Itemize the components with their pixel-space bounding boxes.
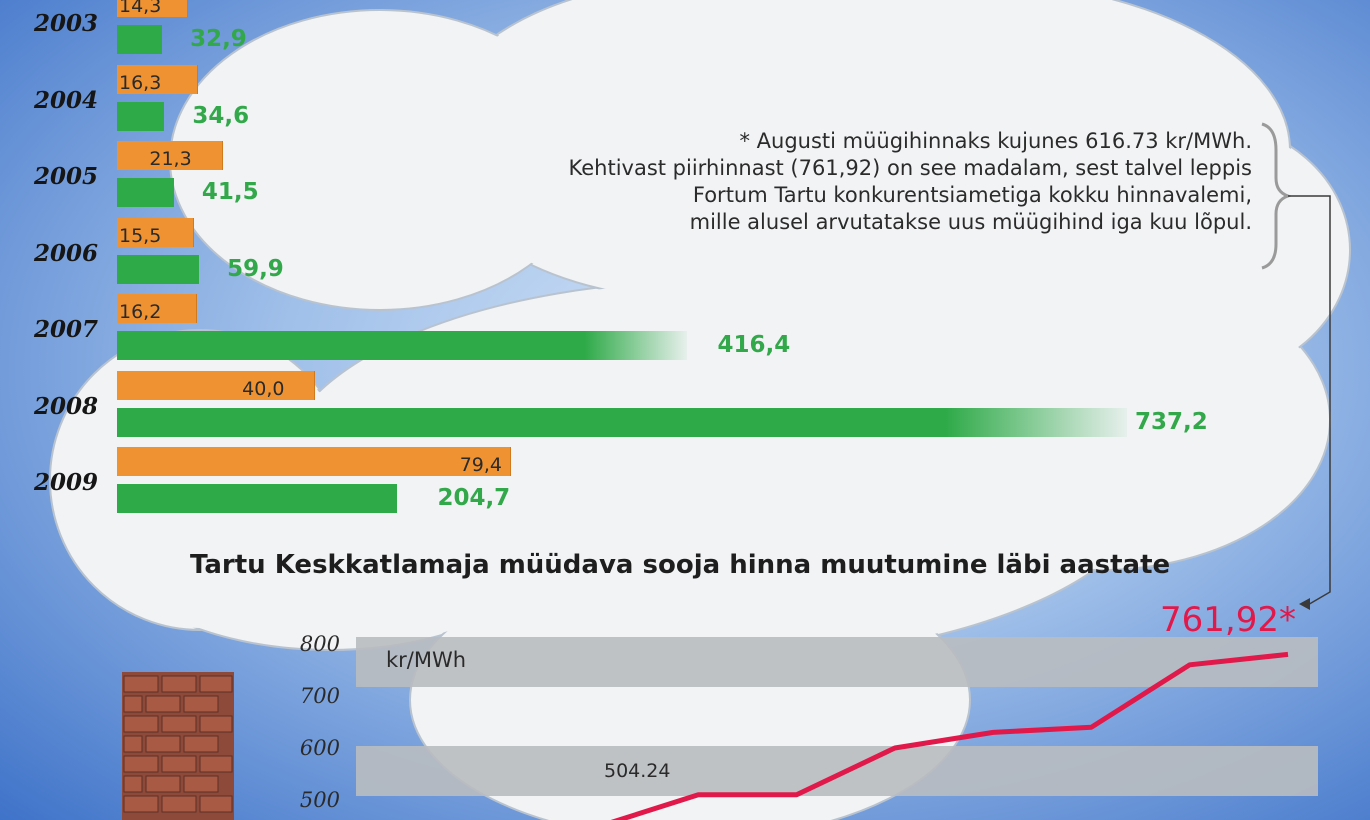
green-bar-label: 416,4 (717, 332, 791, 358)
footnote: * Augusti müügihinnaks kujunes 616.73 kr… (432, 128, 1252, 236)
green-bar (117, 178, 174, 207)
price-series-line (610, 651, 1289, 820)
year-label: 2009 (34, 469, 99, 496)
chimney-illustration (122, 672, 234, 820)
green-bar-label: 34,6 (192, 102, 250, 129)
grid-band (356, 637, 1318, 687)
footnote-line: Kehtivast piirhinnast (761,92) on see ma… (568, 156, 1252, 180)
data-label: 504.24 (604, 760, 671, 782)
orange-bar: 16,2 (117, 294, 198, 323)
footnote-line: mille alusel arvutatakse uus müügihind i… (689, 210, 1252, 234)
orange-bar: 15,5 (117, 217, 194, 247)
orange-bar: 16,3 (117, 64, 198, 94)
green-bar-label: 32,9 (190, 26, 247, 52)
footnote-line: Fortum Tartu konkurentsiametiga kokku hi… (692, 183, 1252, 207)
green-bar-label: 737,2 (1135, 408, 1208, 435)
orange-bar-label: 14,3 (119, 0, 162, 17)
orange-bar-label: 16,2 (119, 301, 162, 323)
year-label: 2003 (34, 10, 99, 37)
line-chart-title: Tartu Keskkatlamaja müüdava sooja hinna … (190, 550, 1171, 580)
orange-bar-label: 16,3 (119, 71, 162, 94)
green-bar (117, 331, 688, 360)
orange-bar: 79,4 (117, 447, 511, 476)
orange-bar-label: 79,4 (459, 454, 502, 476)
year-label: 2007 (34, 316, 99, 343)
orange-bar-label: 40,0 (242, 377, 285, 400)
year-label: 2006 (34, 239, 99, 267)
orange-bar-label: 21,3 (149, 148, 192, 170)
orange-bar: 40,0 (117, 370, 316, 400)
green-bar (117, 407, 1127, 437)
year-label: 2005 (34, 163, 99, 190)
y-tick-label: 800 (299, 632, 340, 656)
y-tick-label: 700 (299, 684, 340, 708)
footnote-line: * Augusti müügihinnaks kujunes 616.73 kr… (739, 129, 1252, 153)
y-axis-unit: kr/MWh (386, 648, 467, 672)
year-label: 2008 (34, 392, 99, 420)
year-label: 2004 (34, 86, 99, 114)
orange-bar: 21,3 (117, 141, 223, 170)
y-tick-label: 500 (299, 788, 340, 812)
orange-bar-label: 15,5 (119, 224, 162, 247)
green-bar (117, 254, 200, 284)
green-bar-label: 41,5 (201, 179, 259, 205)
price-highlight: 761,92* (1160, 600, 1296, 640)
grid-band (356, 746, 1318, 796)
green-bar (117, 101, 165, 131)
green-bar-label: 204,7 (437, 485, 511, 511)
green-bar (117, 484, 398, 513)
y-tick-label: 600 (299, 736, 340, 760)
green-bar (117, 25, 163, 54)
orange-bar: 14,3 (117, 0, 188, 17)
green-bar-label: 59,9 (227, 255, 284, 282)
